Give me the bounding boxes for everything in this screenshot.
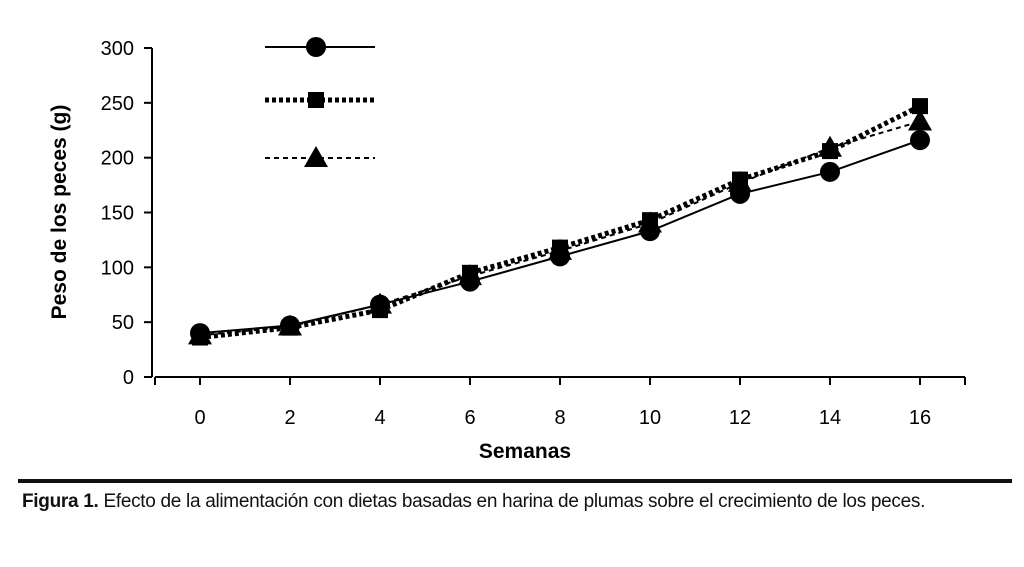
y-tick-label: 300 — [101, 38, 134, 60]
point — [188, 323, 212, 345]
series-line — [199, 120, 921, 337]
x-tick-label: 14 — [819, 407, 841, 429]
point — [908, 109, 932, 131]
y-tick-label: 150 — [101, 203, 134, 225]
point — [728, 170, 752, 192]
legend-marker — [306, 37, 326, 57]
point — [278, 314, 302, 336]
point — [548, 238, 572, 260]
x-tick-label: 6 — [464, 407, 475, 429]
legend-marker — [308, 92, 324, 108]
chart: Semanas Peso de los peces (g) 0501001502… — [48, 37, 966, 463]
x-tick-label: 4 — [374, 407, 385, 429]
caption-text: Efecto de la alimentación con dietas bas… — [103, 491, 926, 512]
series-line — [199, 139, 921, 335]
y-tick-label: 250 — [101, 93, 134, 115]
point — [368, 292, 392, 314]
x-tick-label: 12 — [729, 407, 751, 429]
point — [912, 98, 928, 115]
point — [910, 130, 930, 151]
point — [638, 211, 662, 233]
point — [820, 161, 840, 182]
point — [818, 135, 842, 157]
y-tick-label: 100 — [101, 257, 134, 279]
caption-label: Figura 1. — [22, 491, 99, 512]
x-tick-label: 10 — [639, 407, 661, 429]
legend-marker — [304, 146, 328, 167]
y-tick-label: 200 — [101, 148, 134, 170]
x-tick-label: 16 — [909, 407, 931, 429]
divider — [18, 479, 1012, 483]
y-tick-label: 50 — [112, 312, 134, 334]
y-tick-label: 0 — [123, 367, 134, 389]
x-tick-label: 2 — [284, 407, 295, 429]
x-axis-label: Semanas — [479, 440, 571, 463]
y-axis-label: Peso de los peces (g) — [48, 105, 71, 320]
x-tick-label: 0 — [194, 407, 205, 429]
series-line — [199, 103, 922, 341]
x-tick-label: 8 — [554, 407, 565, 429]
caption: Figura 1. Efecto de la alimentación con … — [22, 488, 982, 515]
point — [458, 264, 482, 286]
